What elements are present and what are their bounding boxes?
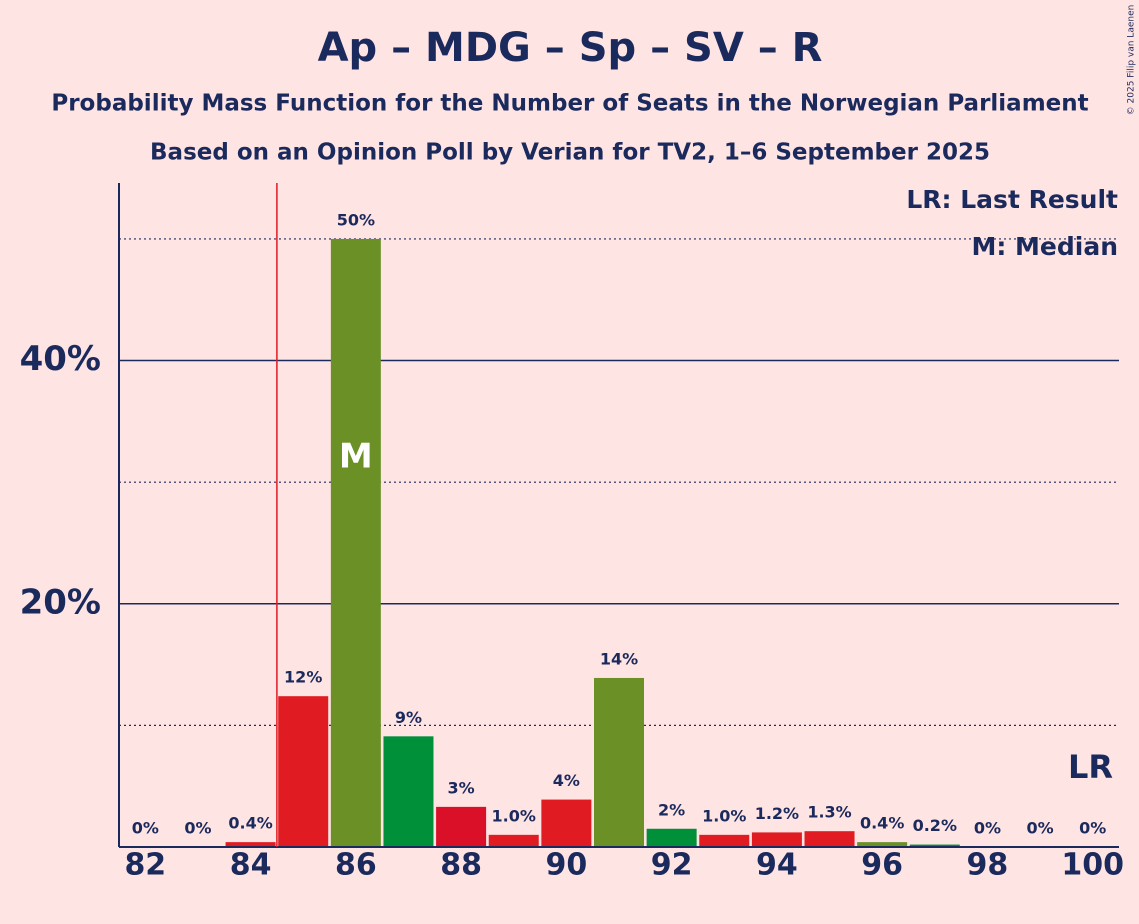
credit: © 2025 Filip van Laenen xyxy=(1127,5,1137,116)
value-label: 0.4% xyxy=(860,814,904,833)
bar xyxy=(488,834,539,847)
value-label: 1.0% xyxy=(702,806,746,825)
median-label: M xyxy=(339,436,373,476)
value-label: 14% xyxy=(600,649,638,668)
x-tick-label: 100 xyxy=(1061,848,1124,883)
x-tick-label: 98 xyxy=(967,848,1009,883)
y-tick-label: 20% xyxy=(20,582,101,622)
value-label: 0% xyxy=(132,819,159,838)
legend-entry: M: Median xyxy=(971,232,1118,261)
value-label: 0% xyxy=(184,819,211,838)
value-label: 0% xyxy=(1079,819,1106,838)
chart-subtitle: Probability Mass Function for the Number… xyxy=(51,91,1088,117)
bar xyxy=(383,736,434,847)
value-label: 50% xyxy=(337,210,375,229)
x-tick-label: 84 xyxy=(230,848,272,883)
value-label: 9% xyxy=(395,708,422,727)
value-label: 4% xyxy=(553,771,580,790)
x-tick-label: 90 xyxy=(545,848,587,883)
chart-title: Ap – MDG – Sp – SV – R xyxy=(318,25,823,71)
x-tick-label: 88 xyxy=(440,848,482,883)
bar xyxy=(699,834,750,847)
bar xyxy=(646,828,697,847)
chart-subtitle: Based on an Opinion Poll by Verian for T… xyxy=(150,140,990,166)
value-label: 0% xyxy=(1026,819,1053,838)
last-result-label: LR xyxy=(1068,748,1113,786)
value-label: 0% xyxy=(974,819,1001,838)
x-tick-label: 92 xyxy=(651,848,693,883)
legend-entry: LR: Last Result xyxy=(906,185,1118,214)
x-tick-label: 86 xyxy=(335,848,377,883)
x-tick-label: 96 xyxy=(861,848,903,883)
bar xyxy=(804,831,855,847)
value-label: 1.2% xyxy=(755,804,799,823)
x-tick-label: 94 xyxy=(756,848,798,883)
bar xyxy=(909,844,960,847)
bar xyxy=(541,799,592,847)
value-label: 12% xyxy=(284,668,322,687)
bar xyxy=(225,842,276,847)
bar xyxy=(436,806,487,847)
bar xyxy=(278,696,329,847)
x-tick-label: 82 xyxy=(124,848,166,883)
value-label: 3% xyxy=(448,778,475,797)
bar xyxy=(594,677,644,847)
bar xyxy=(857,842,908,847)
value-label: 1.3% xyxy=(807,803,851,822)
value-label: 2% xyxy=(658,800,685,819)
y-tick-label: 40% xyxy=(20,339,101,379)
value-label: 0.4% xyxy=(228,814,272,833)
bar xyxy=(330,238,381,847)
value-label: 1.0% xyxy=(492,806,536,825)
value-label: 0.2% xyxy=(913,816,957,835)
bar xyxy=(751,832,802,847)
